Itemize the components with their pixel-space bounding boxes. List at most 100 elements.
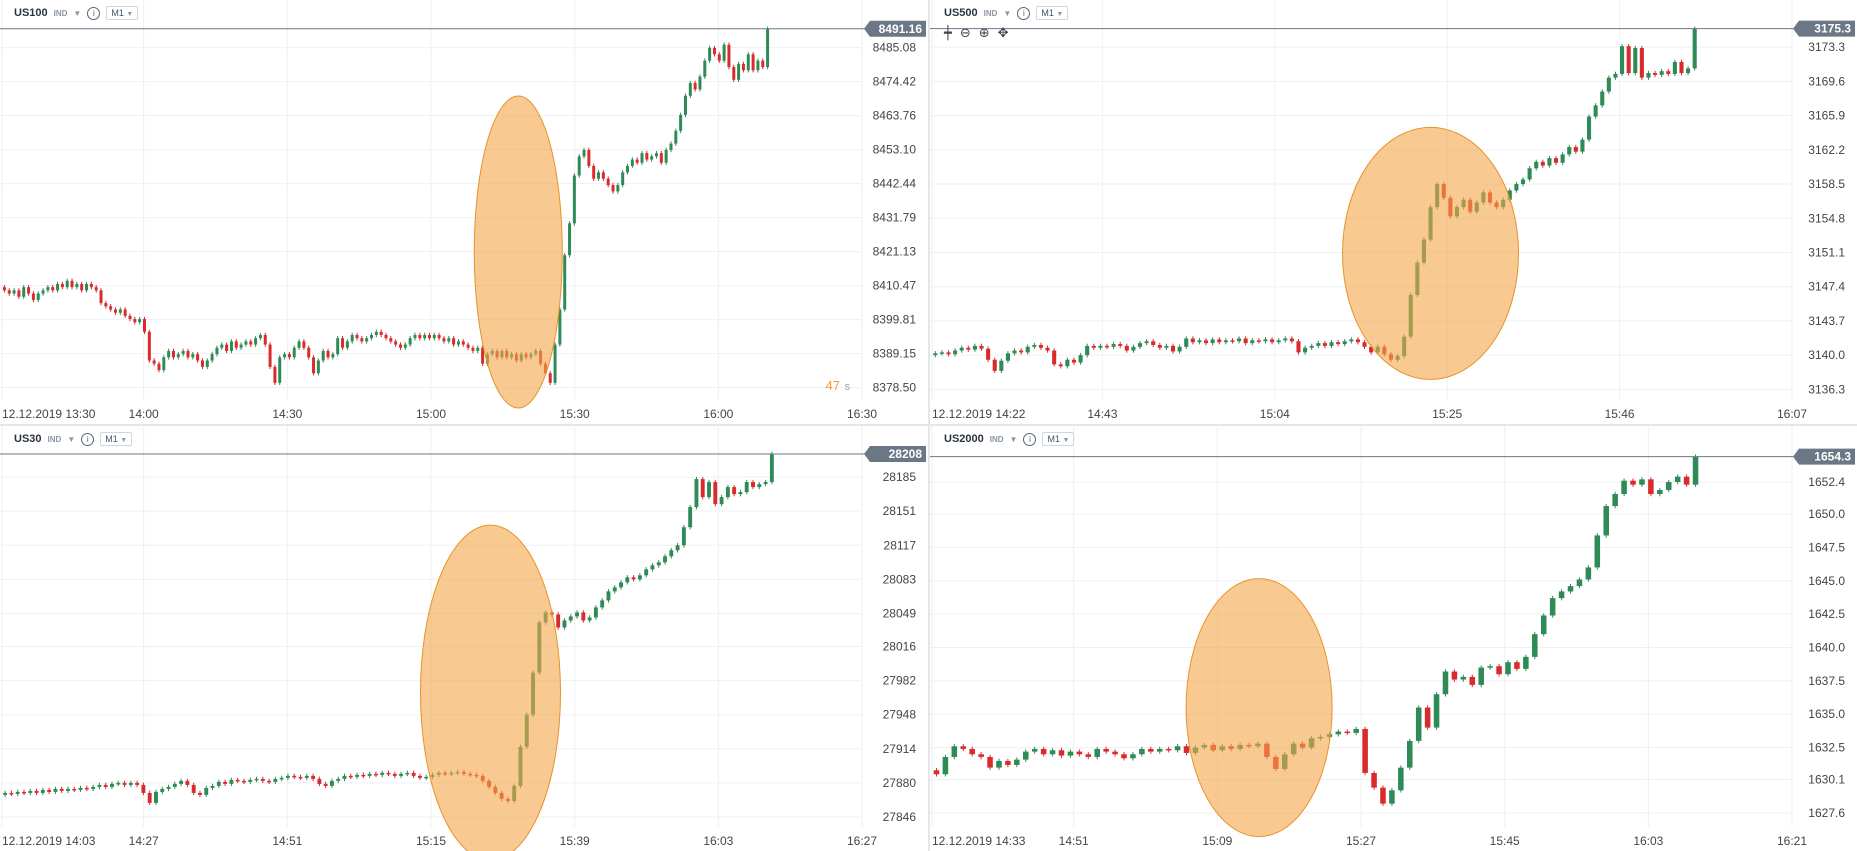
chart-svg[interactable]: 27846 27880 27914 27948 27982 28016 28049 28083… — [0, 426, 928, 851]
info-icon[interactable]: i — [1017, 6, 1031, 20]
candle-body — [1567, 147, 1572, 155]
candle-body — [732, 67, 736, 80]
x-tick-label: 12.12.2019 14:33 — [932, 834, 1026, 848]
candle-body — [681, 527, 686, 546]
symbol-label[interactable]: US2000 — [944, 433, 984, 445]
candle-body — [403, 344, 407, 348]
zoom-in-icon[interactable]: ⊕ — [978, 26, 990, 41]
candle-body — [427, 334, 431, 339]
candle-body — [1058, 364, 1063, 367]
candle-body — [600, 600, 605, 608]
candle-body — [311, 775, 316, 779]
candle-body — [249, 341, 253, 345]
symbol-label[interactable]: US500 — [944, 7, 978, 19]
chevron-down-icon[interactable]: ▼ — [1003, 8, 1012, 18]
y-tick-label: 3173.3 — [1808, 40, 1845, 54]
candle-body — [223, 781, 228, 784]
candle-body — [133, 319, 137, 323]
candle-body — [1022, 751, 1029, 760]
candle-body — [15, 791, 20, 794]
candle-body — [1469, 676, 1476, 685]
candle-type-icon[interactable]: ┿ — [944, 26, 952, 41]
candle-body — [1197, 340, 1202, 343]
y-tick-label: 3136.3 — [1808, 382, 1845, 396]
x-tick-label: 12.12.2019 14:03 — [2, 834, 96, 848]
candle-body — [663, 556, 667, 563]
chevron-down-icon[interactable]: ▼ — [67, 434, 76, 444]
chart-svg[interactable]: 1627.6 1630.1 1632.5 1635.0 1637.5 1640.0 1642… — [930, 426, 1857, 851]
candle-body — [1049, 750, 1056, 755]
candle-body — [22, 791, 26, 794]
chart-panel-us2000[interactable]: US2000 IND ▼ i M1 ▼ 1627.6 1630.1 1632.5 16… — [930, 426, 1857, 851]
candle-body — [650, 565, 655, 570]
y-tick-label: 27846 — [883, 810, 917, 824]
candle-body — [575, 612, 579, 617]
candle-body — [254, 778, 259, 781]
crosshair-icon[interactable]: ✥ — [997, 26, 1009, 41]
candle-body — [635, 159, 639, 163]
candle-body — [1076, 751, 1083, 755]
timeframe-select[interactable]: M1 ▼ — [1042, 432, 1075, 446]
symbol-label[interactable]: US100 — [14, 7, 48, 19]
candle-body — [722, 44, 726, 61]
candle-body — [128, 315, 132, 320]
candle-body — [601, 172, 605, 179]
candle-body — [1038, 344, 1044, 348]
candle-body — [350, 334, 354, 342]
timeframe-select[interactable]: M1 ▼ — [106, 6, 139, 20]
candle-body — [229, 341, 233, 351]
chart-panel-us100[interactable]: US100 IND ▼ i M1 ▼ 8378.50 8389.15 8399.81… — [0, 0, 928, 424]
x-tick-label: 12.12.2019 13:30 — [2, 407, 96, 421]
zoom-out-icon[interactable]: ⊖ — [959, 26, 971, 41]
candle-body — [220, 344, 224, 348]
info-icon[interactable]: i — [81, 432, 95, 446]
chevron-down-icon[interactable]: ▼ — [73, 8, 82, 18]
candle-body — [1203, 340, 1209, 344]
candle-body — [556, 614, 561, 628]
candle-body — [78, 787, 83, 790]
candle-body — [481, 347, 485, 364]
x-tick-label: 16:03 — [1633, 834, 1663, 848]
info-icon[interactable]: i — [1023, 432, 1037, 446]
candle-body — [1289, 338, 1294, 342]
candle-body — [258, 334, 262, 339]
timeframe-label: M1 — [111, 8, 124, 18]
candle-body — [47, 789, 52, 792]
x-tick-label: 14:43 — [1087, 407, 1117, 421]
x-tick-label: 15:39 — [560, 834, 590, 848]
candle-body — [85, 283, 89, 291]
chart-svg[interactable]: 8378.50 8389.15 8399.81 8410.47 8421.13 8431.… — [0, 0, 928, 424]
candle-body — [3, 792, 8, 795]
y-tick-label: 27948 — [883, 708, 917, 722]
y-tick-label: 3154.8 — [1808, 211, 1845, 225]
candle-body — [1659, 71, 1664, 75]
candle-body — [40, 789, 45, 793]
candle-body — [244, 341, 248, 345]
candle-body — [972, 345, 977, 350]
x-tick-label: 15:27 — [1346, 834, 1376, 848]
chart-panel-us500[interactable]: US500 IND ▼ i M1 ▼ ┿ ⊖ ⊕ ✥ 3136.3 3140.0 3… — [930, 0, 1857, 424]
candle-body — [1620, 46, 1625, 74]
info-icon[interactable]: i — [87, 6, 101, 20]
y-tick-label: 8431.79 — [873, 211, 917, 225]
candle-body — [986, 348, 991, 360]
timeframe-select[interactable]: M1 ▼ — [1036, 6, 1069, 20]
chart-panel-us30[interactable]: US30 IND ▼ i M1 ▼ 27846 27880 27914 27948 27… — [0, 426, 928, 851]
symbol-label[interactable]: US30 — [14, 433, 42, 445]
chevron-down-icon[interactable]: ▼ — [1009, 434, 1018, 444]
chart-svg[interactable]: 3136.3 3140.0 3143.7 3147.4 3151.1 3154.8 3158… — [930, 0, 1857, 424]
candle-body — [1549, 598, 1556, 616]
timeframe-select[interactable]: M1 ▼ — [100, 432, 133, 446]
x-tick-label: 14:00 — [129, 407, 159, 421]
candle-body — [1309, 345, 1314, 348]
candle-body — [336, 778, 341, 781]
candle-body — [254, 338, 258, 345]
candle-body — [46, 287, 50, 291]
y-tick-label: 28185 — [883, 470, 917, 484]
candle-body — [72, 788, 77, 791]
candle-body — [1098, 345, 1103, 348]
candle-body — [1303, 347, 1308, 353]
y-tick-label: 27982 — [883, 674, 917, 688]
candle-body — [1256, 340, 1261, 342]
panel-divider-horizontal[interactable] — [0, 424, 1857, 426]
